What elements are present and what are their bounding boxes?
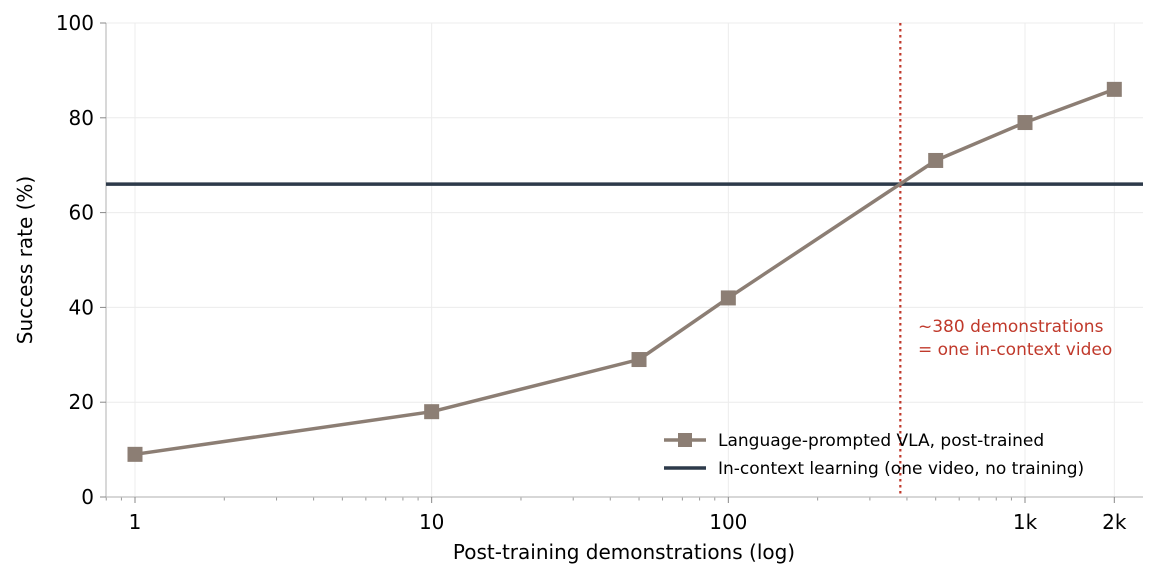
x-ticks: 1 10 100 1k 2k (129, 497, 1127, 534)
data-point (424, 404, 440, 420)
data-point (720, 290, 736, 306)
legend: Language-prompted VLA, post-trained In-c… (664, 431, 1084, 479)
data-point (127, 446, 143, 462)
data-point (1017, 115, 1033, 131)
y-tick-label: 80 (69, 106, 94, 130)
x-tick-label: 1k (1013, 510, 1038, 534)
data-point (928, 152, 944, 168)
annotation-line-1: ~380 demonstrations (918, 317, 1104, 337)
data-point (631, 352, 647, 368)
legend-label-vla: Language-prompted VLA, post-trained (718, 431, 1044, 451)
series (127, 81, 1122, 462)
annotation: ~380 demonstrations = one in-context vid… (918, 317, 1112, 360)
y-axis-label: Success rate (%) (13, 176, 37, 344)
grid (106, 22, 1143, 498)
y-tick-label: 100 (56, 11, 94, 35)
y-tick-label: 20 (69, 390, 94, 414)
data-point (1106, 81, 1122, 97)
x-axis-label: Post-training demonstrations (log) (453, 540, 795, 564)
legend-label-icl: In-context learning (one video, no train… (718, 459, 1084, 479)
x-tick-label: 10 (419, 510, 444, 534)
series-line (134, 87, 1115, 457)
x-tick-label: 2k (1102, 510, 1127, 534)
reference-lines (106, 23, 1143, 497)
annotation-line-2: = one in-context video (918, 340, 1112, 360)
x-tick-label: 100 (709, 510, 747, 534)
y-tick-label: 60 (69, 201, 94, 225)
y-tick-label: 0 (81, 485, 94, 509)
y-tick-label: 40 (69, 295, 94, 319)
axes (105, 23, 1143, 498)
x-tick-label: 1 (129, 510, 142, 534)
y-ticks: 0 20 40 60 80 100 (56, 11, 106, 509)
legend-marker-vla (678, 433, 692, 447)
